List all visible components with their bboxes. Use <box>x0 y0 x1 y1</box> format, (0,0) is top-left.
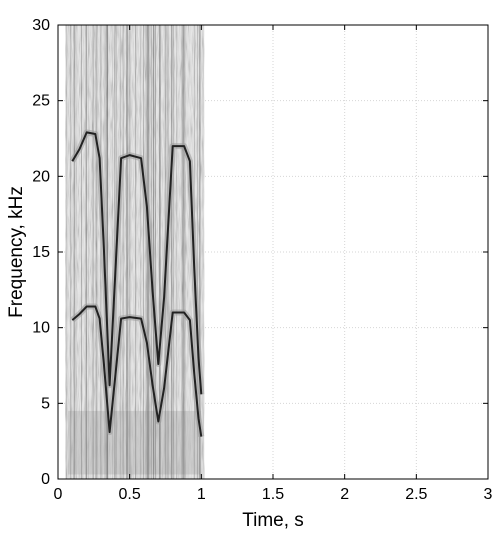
harmonic-traces <box>69 129 205 438</box>
x-tick-label: 0 <box>54 486 63 503</box>
y-tick-label: 25 <box>32 93 50 110</box>
low-frequency-energy <box>68 410 202 475</box>
x-tick-label: 1.5 <box>262 486 284 503</box>
x-tick-label: 2.5 <box>405 486 427 503</box>
x-axis-title: Time, s <box>242 510 304 531</box>
x-tick-label: 1 <box>197 486 206 503</box>
spectrogram-image <box>65 25 205 479</box>
y-tick-label: 20 <box>32 168 50 185</box>
x-tick-label: 0.5 <box>119 486 141 503</box>
y-axis-title: Frequency, kHz <box>6 186 27 318</box>
y-tick-label: 30 <box>32 17 50 34</box>
y-tick-label: 15 <box>32 244 50 261</box>
x-tick-label: 2 <box>340 486 349 503</box>
spectrogram-noise <box>65 25 205 479</box>
harmonic-line-2 <box>71 131 203 395</box>
y-tick-label: 0 <box>41 471 50 488</box>
y-tick-label: 5 <box>41 395 50 412</box>
harmonic-line-1 <box>71 305 203 437</box>
x-tick-label: 3 <box>484 486 493 503</box>
y-tick-label: 10 <box>32 320 50 337</box>
